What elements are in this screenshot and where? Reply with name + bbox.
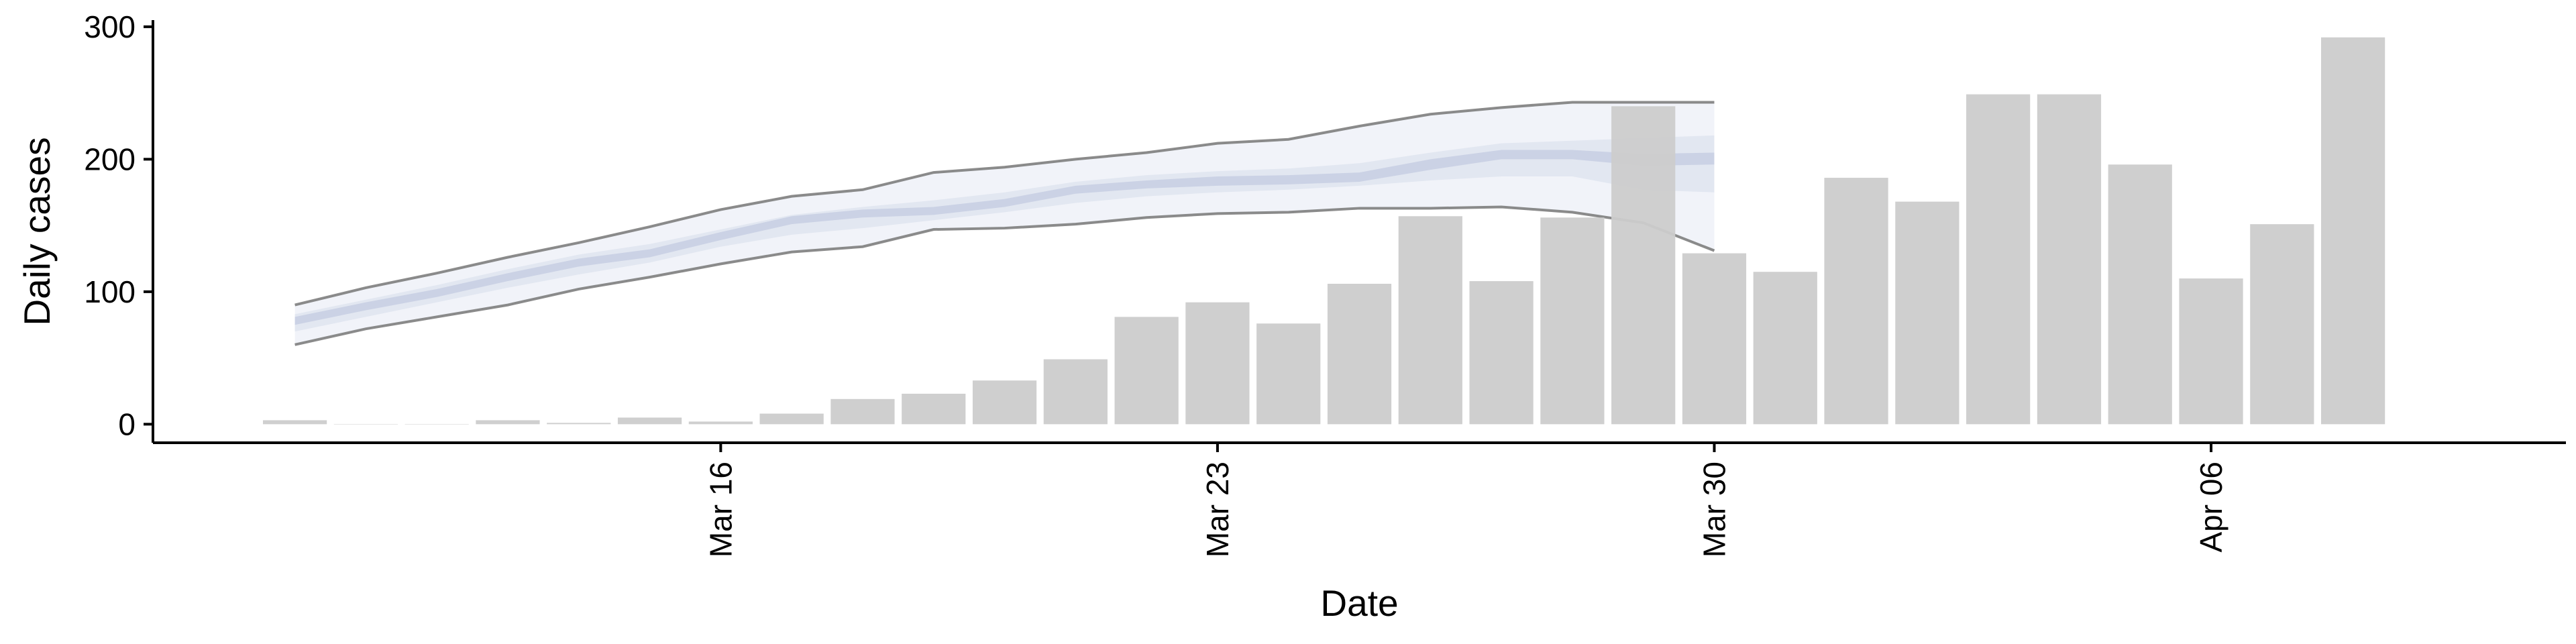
- bar: [1185, 302, 1250, 425]
- nowcast-ribbon: [294, 101, 1715, 346]
- bar: [2321, 37, 2385, 425]
- bar: [262, 420, 327, 425]
- x-tick-label: Mar 23: [1200, 462, 1235, 557]
- bar: [1753, 272, 1817, 425]
- bar: [617, 417, 682, 425]
- ribbon-upper-90-line: [294, 101, 1715, 307]
- bar: [1327, 284, 1392, 425]
- bar: [1895, 201, 1960, 425]
- bar: [2037, 94, 2102, 425]
- bar: [1540, 217, 1605, 425]
- bar: [1824, 178, 1888, 425]
- bar: [1611, 106, 1676, 425]
- bar: [1966, 94, 2031, 425]
- bar: [1469, 281, 1534, 425]
- bar: [972, 380, 1037, 425]
- axes: 0 100 200 300 Mar 16 Mar 23 Mar 30 Apr 06: [84, 9, 2566, 557]
- bar: [405, 424, 469, 425]
- ribbon-band-50: [294, 135, 1715, 332]
- bar: [2179, 278, 2243, 425]
- bar: [1114, 317, 1179, 425]
- bar: [476, 420, 540, 425]
- x-axis-title: Date: [1320, 582, 1398, 624]
- bar: [1398, 216, 1462, 425]
- daily-cases-bars: [262, 37, 2385, 425]
- ribbon-band-90: [294, 102, 1715, 345]
- bar: [2108, 164, 2172, 425]
- x-axis-ticks: Mar 16 Mar 23 Mar 30 Apr 06: [703, 443, 2229, 557]
- bar: [1256, 323, 1321, 425]
- bar: [1682, 253, 1747, 425]
- x-tick-label: Apr 06: [2194, 462, 2229, 553]
- y-axis-title: Daily cases: [16, 137, 58, 325]
- y-tick-label: 200: [84, 142, 136, 176]
- x-tick-label: Mar 16: [703, 462, 738, 557]
- bar: [1043, 359, 1108, 425]
- bar: [2250, 224, 2314, 425]
- y-tick-label: 0: [118, 407, 136, 441]
- y-tick-label: 100: [84, 274, 136, 309]
- y-tick-label: 300: [84, 9, 136, 44]
- bar: [759, 413, 824, 425]
- bar: [902, 393, 966, 425]
- y-axis-ticks: 0 100 200 300: [84, 9, 153, 441]
- bar: [333, 424, 398, 425]
- bar: [547, 423, 611, 425]
- bar: [688, 421, 753, 425]
- x-tick-label: Mar 30: [1697, 462, 1731, 557]
- bar: [830, 398, 895, 425]
- ribbon-lower-90-line: [294, 205, 1715, 346]
